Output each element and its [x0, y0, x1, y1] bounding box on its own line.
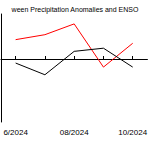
svg-text:08/2024: 08/2024 [60, 128, 89, 137]
svg-text:6/2024: 6/2024 [3, 128, 28, 137]
svg-text:ween Precipitation Anomalies a: ween Precipitation Anomalies and ENSO [11, 6, 139, 14]
svg-text:10/2024: 10/2024 [118, 128, 147, 137]
